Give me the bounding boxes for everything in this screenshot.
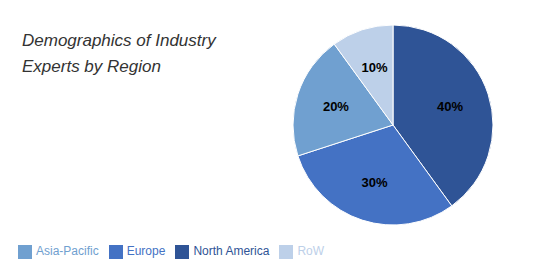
svg-text:40%: 40% — [437, 99, 463, 114]
svg-text:10%: 10% — [361, 60, 387, 75]
svg-text:30%: 30% — [361, 175, 387, 190]
html-text:RoW: RoW — [297, 244, 325, 259]
html-text:Asia-Pacific: Asia-Pacific — [36, 244, 99, 259]
svg-text:20%: 20% — [323, 99, 349, 114]
html-text:Demographics of Industry: Demographics of Industry — [22, 31, 216, 50]
html-text:Europe: Europe — [126, 244, 166, 259]
html-text:North America: North America — [193, 244, 270, 259]
html-text:Experts by Region: Experts by Region — [22, 56, 161, 76]
